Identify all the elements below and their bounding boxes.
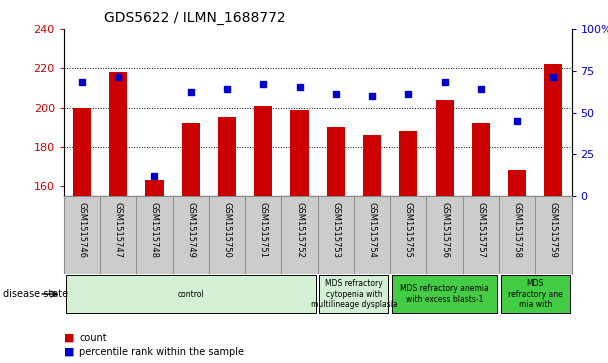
Bar	[182, 123, 200, 196]
Text: GSM1515751: GSM1515751	[259, 202, 268, 258]
Text: disease state: disease state	[3, 289, 68, 299]
Text: MDS
refractory ane
mia with: MDS refractory ane mia with	[508, 279, 562, 309]
Text: GSM1515752: GSM1515752	[295, 202, 304, 258]
Text: GDS5622 / ILMN_1688772: GDS5622 / ILMN_1688772	[105, 11, 286, 25]
Bar	[354, 196, 390, 274]
Bar	[472, 123, 490, 196]
Bar	[508, 171, 526, 196]
Bar	[73, 107, 91, 196]
Text: GSM1515753: GSM1515753	[331, 202, 340, 258]
Bar	[218, 118, 236, 196]
Bar	[100, 196, 136, 274]
Text: percentile rank within the sample: percentile rank within the sample	[79, 347, 244, 357]
Text: GSM1515750: GSM1515750	[223, 202, 232, 258]
Bar	[326, 127, 345, 196]
Bar	[317, 196, 354, 274]
Bar	[435, 100, 454, 196]
Bar	[392, 275, 497, 313]
Bar	[463, 196, 499, 274]
Text: GSM1515746: GSM1515746	[77, 202, 86, 258]
Text: GSM1515755: GSM1515755	[404, 202, 413, 258]
Text: ■: ■	[64, 333, 74, 343]
Bar	[145, 180, 164, 196]
Bar	[399, 131, 418, 196]
Text: ■: ■	[64, 347, 74, 357]
Text: MDS refractory anemia
with excess blasts-1: MDS refractory anemia with excess blasts…	[400, 284, 489, 304]
Text: GSM1515757: GSM1515757	[476, 202, 485, 258]
Bar	[544, 64, 562, 196]
Bar	[363, 135, 381, 196]
Bar	[499, 196, 535, 274]
Bar	[390, 196, 426, 274]
Bar	[535, 196, 572, 274]
Bar	[109, 72, 127, 196]
Text: GSM1515747: GSM1515747	[114, 202, 123, 258]
Bar	[291, 110, 309, 196]
Bar	[136, 196, 173, 274]
Text: GSM1515748: GSM1515748	[150, 202, 159, 258]
Text: count: count	[79, 333, 106, 343]
Text: MDS refractory
cytopenia with
multilineage dysplasia: MDS refractory cytopenia with multilinea…	[311, 279, 397, 309]
Bar	[282, 196, 317, 274]
Text: control: control	[178, 290, 204, 298]
Text: GSM1515749: GSM1515749	[186, 202, 195, 258]
Bar	[319, 275, 389, 313]
Bar	[66, 275, 316, 313]
Bar	[64, 196, 100, 274]
Text: GSM1515756: GSM1515756	[440, 202, 449, 258]
Bar	[426, 196, 463, 274]
Text: GSM1515759: GSM1515759	[549, 202, 558, 258]
Bar	[254, 106, 272, 196]
Bar	[501, 275, 570, 313]
Bar	[173, 196, 209, 274]
Bar	[209, 196, 245, 274]
Text: GSM1515754: GSM1515754	[368, 202, 376, 258]
Text: GSM1515758: GSM1515758	[513, 202, 522, 258]
Bar	[245, 196, 282, 274]
